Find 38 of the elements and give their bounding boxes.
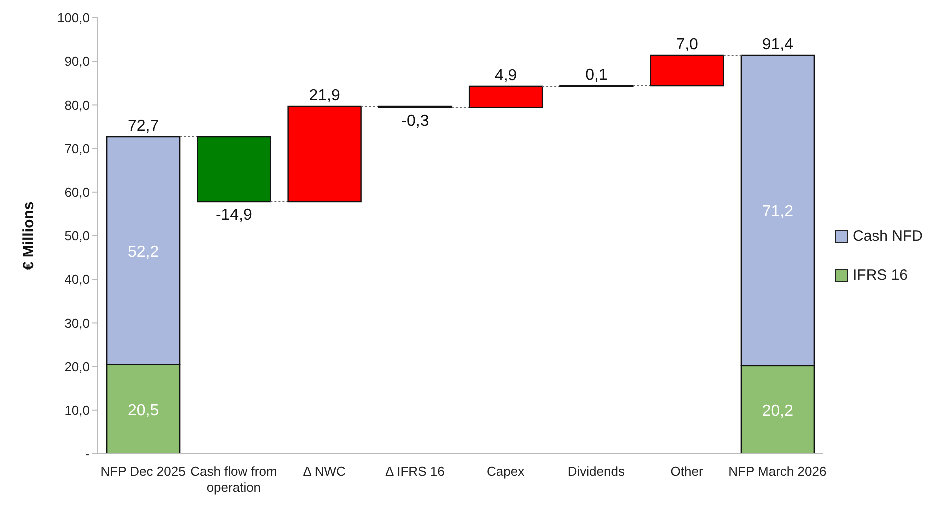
total-label: 72,7 xyxy=(128,118,160,136)
y-axis-title: € Millions xyxy=(20,202,38,270)
y-tick-label: 30,0 xyxy=(64,316,90,331)
data-label: 20,5 xyxy=(128,402,160,420)
x-tick-label: Cash flow from operation xyxy=(190,464,278,495)
data-label: -0,3 xyxy=(402,112,430,130)
bar xyxy=(650,54,724,87)
legend-label: Cash NFD xyxy=(853,228,924,244)
y-tick-label: 20,0 xyxy=(64,359,90,374)
bar xyxy=(288,106,362,203)
x-tick-label: Capex xyxy=(487,464,526,479)
x-tick-label: Δ NWC xyxy=(303,464,346,479)
bar xyxy=(197,136,272,203)
y-tick-label: 60,0 xyxy=(64,185,90,200)
data-label: 7,0 xyxy=(676,36,699,54)
y-tick-label: 100,0 xyxy=(57,10,90,26)
x-tick-label: NFP Dec 2025 xyxy=(100,464,186,479)
y-tick-label: 50,0 xyxy=(64,228,90,244)
y-tick-label: 70,0 xyxy=(64,141,90,156)
data-label: 0,1 xyxy=(586,67,608,84)
x-tick-label: Dividends xyxy=(568,464,626,479)
data-label: 20,2 xyxy=(762,402,794,420)
legend-label: IFRS 16 xyxy=(853,266,908,284)
data-label: 52,2 xyxy=(128,244,160,261)
y-tick-label: 10,0 xyxy=(64,403,90,418)
x-tick-label: Δ IFRS 16 xyxy=(386,464,445,479)
x-tick-label: Other xyxy=(670,464,704,479)
y-tick-label: 80,0 xyxy=(64,98,90,113)
data-label: 21,9 xyxy=(309,88,340,105)
y-tick-label: 40,0 xyxy=(64,272,90,288)
data-label: 71,2 xyxy=(762,204,794,221)
total-label: 91,4 xyxy=(762,36,794,54)
data-label: 4,9 xyxy=(494,67,518,84)
y-tick-label: - xyxy=(86,446,90,462)
data-label: -14,9 xyxy=(216,206,253,224)
bar xyxy=(468,86,544,108)
x-tick-label: NFP March 2026 xyxy=(728,464,827,479)
y-tick-label: 90,0 xyxy=(64,54,90,70)
